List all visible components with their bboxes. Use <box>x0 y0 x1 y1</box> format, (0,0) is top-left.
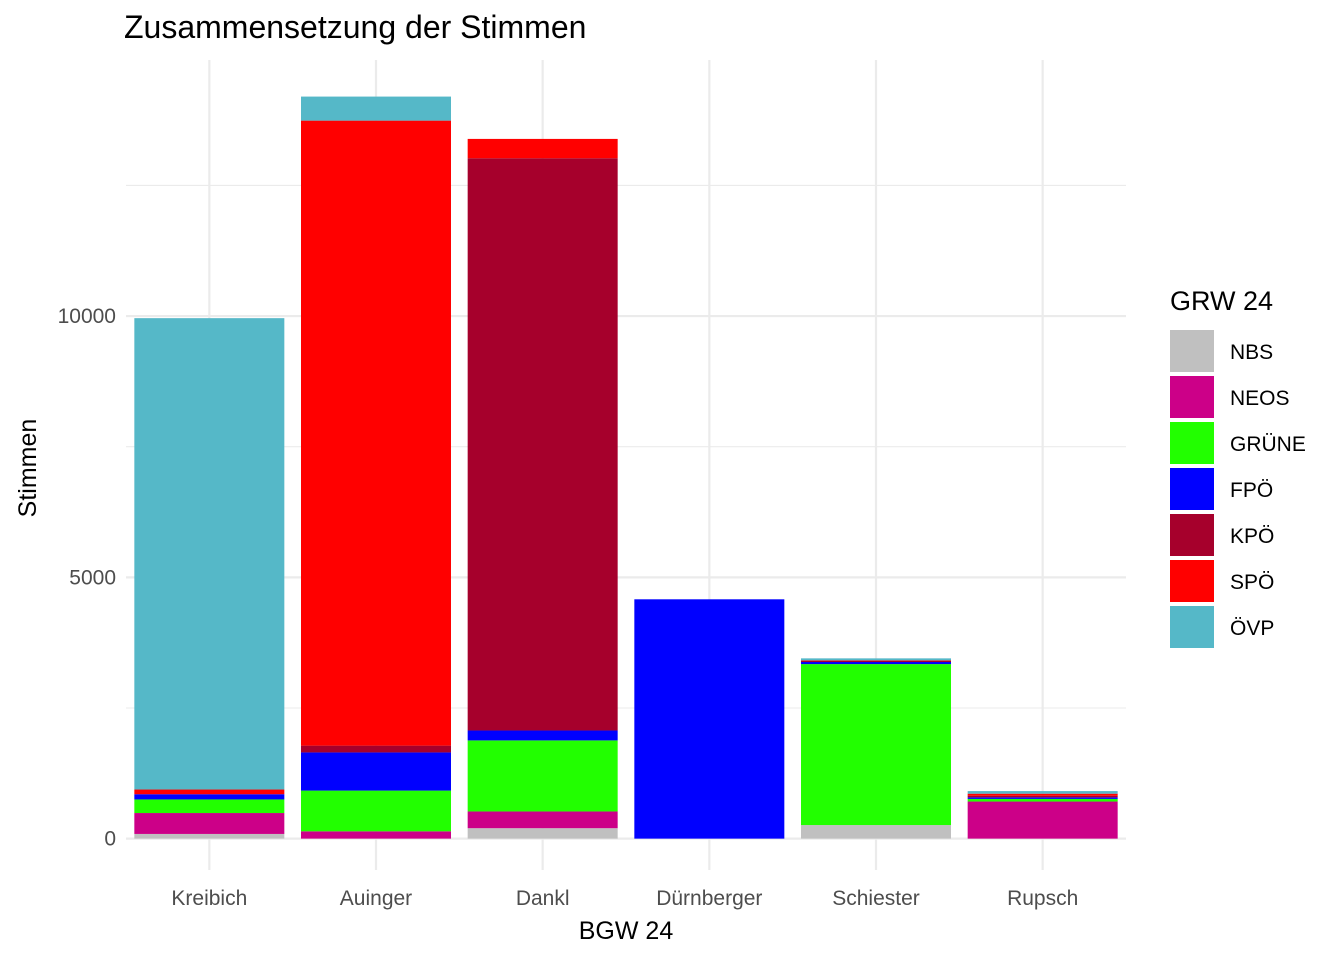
bar-segment <box>967 791 1118 794</box>
legend-label: SPÖ <box>1230 571 1274 594</box>
bar-segment <box>301 120 451 746</box>
bar-segment <box>967 793 1118 796</box>
bar-segment <box>467 828 618 839</box>
x-tick-label: Auinger <box>340 887 412 910</box>
legend-swatch <box>1170 376 1214 418</box>
x-tick-label: Kreibich <box>171 887 247 910</box>
bar-segment <box>467 138 618 159</box>
legend-title: GRW 24 <box>1170 286 1273 316</box>
x-tick-label: Dankl <box>516 887 570 910</box>
legend-label: ÖVP <box>1230 617 1274 640</box>
y-tick-label: 5000 <box>69 566 116 589</box>
x-tick-label: Dürnberger <box>656 887 762 910</box>
legend-swatch <box>1170 606 1214 648</box>
bar-segment <box>967 801 1118 839</box>
bar-segment <box>467 730 618 741</box>
y-tick-label: 10000 <box>58 305 116 328</box>
bar-segment <box>301 96 451 121</box>
bar-segment <box>967 798 1118 802</box>
bar-segment <box>301 745 451 753</box>
legend-label: FPÖ <box>1230 479 1273 502</box>
x-tick-label: Rupsch <box>1007 887 1078 910</box>
bar-segment <box>801 660 951 661</box>
bar-segment <box>134 799 285 814</box>
bar-segment <box>134 813 285 834</box>
y-tick-labels: 0 5000 10000 <box>58 305 116 851</box>
chart-title: Zusammensetzung der Stimmen <box>124 9 586 45</box>
legend-label: GRÜNE <box>1230 433 1306 456</box>
bar-segment <box>967 795 1118 798</box>
bar-segment <box>634 599 785 839</box>
bar-segment <box>801 825 951 839</box>
bar-segment <box>301 831 451 839</box>
y-axis-title: Stimmen <box>14 419 42 518</box>
bar-segment <box>467 811 618 829</box>
bars <box>134 96 1118 839</box>
legend-label: NEOS <box>1230 387 1290 410</box>
bar-segment <box>301 790 451 832</box>
legend-swatch <box>1170 514 1214 556</box>
bar-segment <box>467 740 618 812</box>
bar-segment <box>134 833 285 839</box>
x-tick-labels: Kreibich Auinger Dankl Dürnberger Schiester R… <box>171 887 1078 910</box>
bar-segment <box>801 660 951 663</box>
bar-segment <box>134 318 285 790</box>
legend: GRW 24 NBS NEOS GRÜNE FPÖ KPÖ SPÖ ÖVP <box>1170 286 1306 648</box>
bar-segment <box>801 662 951 665</box>
legend-swatch <box>1170 560 1214 602</box>
legend-swatch <box>1170 330 1214 372</box>
bar-segment <box>134 789 285 795</box>
bar-segment <box>301 752 451 791</box>
bar-segment <box>134 794 285 800</box>
legend-label: KPÖ <box>1230 525 1274 548</box>
y-tick-label: 0 <box>104 828 116 851</box>
legend-swatch <box>1170 468 1214 510</box>
bar-segment <box>801 664 951 826</box>
bar-segment <box>967 797 1118 799</box>
bar-segment <box>801 658 951 661</box>
x-axis-title: BGW 24 <box>579 917 674 945</box>
x-tick-label: Schiester <box>832 887 920 910</box>
legend-label: NBS <box>1230 341 1273 364</box>
legend-swatch <box>1170 422 1214 464</box>
bar-segment <box>467 158 618 731</box>
